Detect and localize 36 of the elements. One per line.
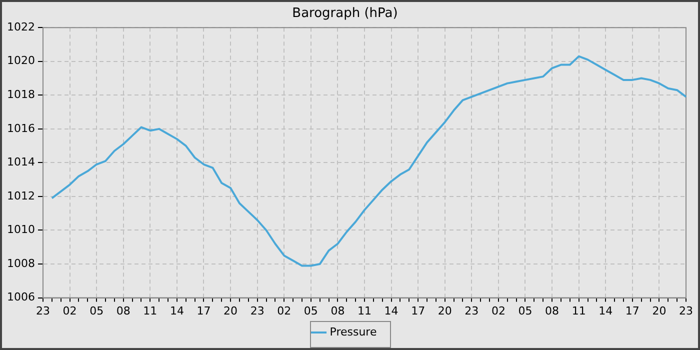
x-tick-label: 08	[116, 304, 130, 318]
y-tick-label: 1008	[6, 256, 35, 270]
x-tick-label: 20	[652, 304, 666, 318]
x-tick-label: 14	[384, 304, 398, 318]
x-tick-label: 05	[518, 304, 532, 318]
x-tick-label: 17	[411, 304, 426, 318]
y-tick-label: 1016	[6, 122, 35, 135]
x-tick-label: 23	[250, 304, 264, 318]
y-tick-label: 1010	[6, 223, 35, 236]
y-tick-label: 1012	[6, 189, 35, 202]
x-tick-label: 20	[438, 304, 452, 318]
x-tick-label: 05	[304, 304, 318, 318]
x-tick-label: 02	[277, 304, 292, 318]
x-tick-label: 20	[224, 304, 238, 318]
y-tick-label: 1018	[6, 88, 35, 102]
x-tick-label: 14	[170, 304, 184, 318]
x-tick-label: 14	[598, 304, 613, 318]
x-tick-label: 08	[330, 304, 345, 318]
x-tick-label: 17	[625, 304, 640, 318]
x-tick-label: 02	[491, 304, 506, 318]
x-tick-label: 23	[464, 304, 479, 318]
x-tick-label: 11	[357, 304, 372, 318]
y-tick-label: 1014	[6, 156, 35, 169]
x-tick-label: 23	[36, 304, 50, 318]
y-tick-label: 1006	[6, 290, 35, 304]
x-tick-label: 05	[90, 304, 104, 318]
y-tick-label: 1022	[6, 20, 35, 34]
x-tick-label: 17	[196, 304, 211, 318]
x-tick-label: 02	[62, 304, 77, 318]
x-tick-label: 11	[572, 304, 586, 318]
y-tick-label: 1020	[6, 54, 35, 68]
x-tick-label: 23	[679, 304, 693, 318]
x-tick-label: 08	[545, 304, 560, 318]
chart-title: Barograph (hPa)	[292, 6, 398, 22]
x-tick-label: 11	[143, 304, 158, 318]
legend-label: Pressure	[330, 325, 377, 338]
